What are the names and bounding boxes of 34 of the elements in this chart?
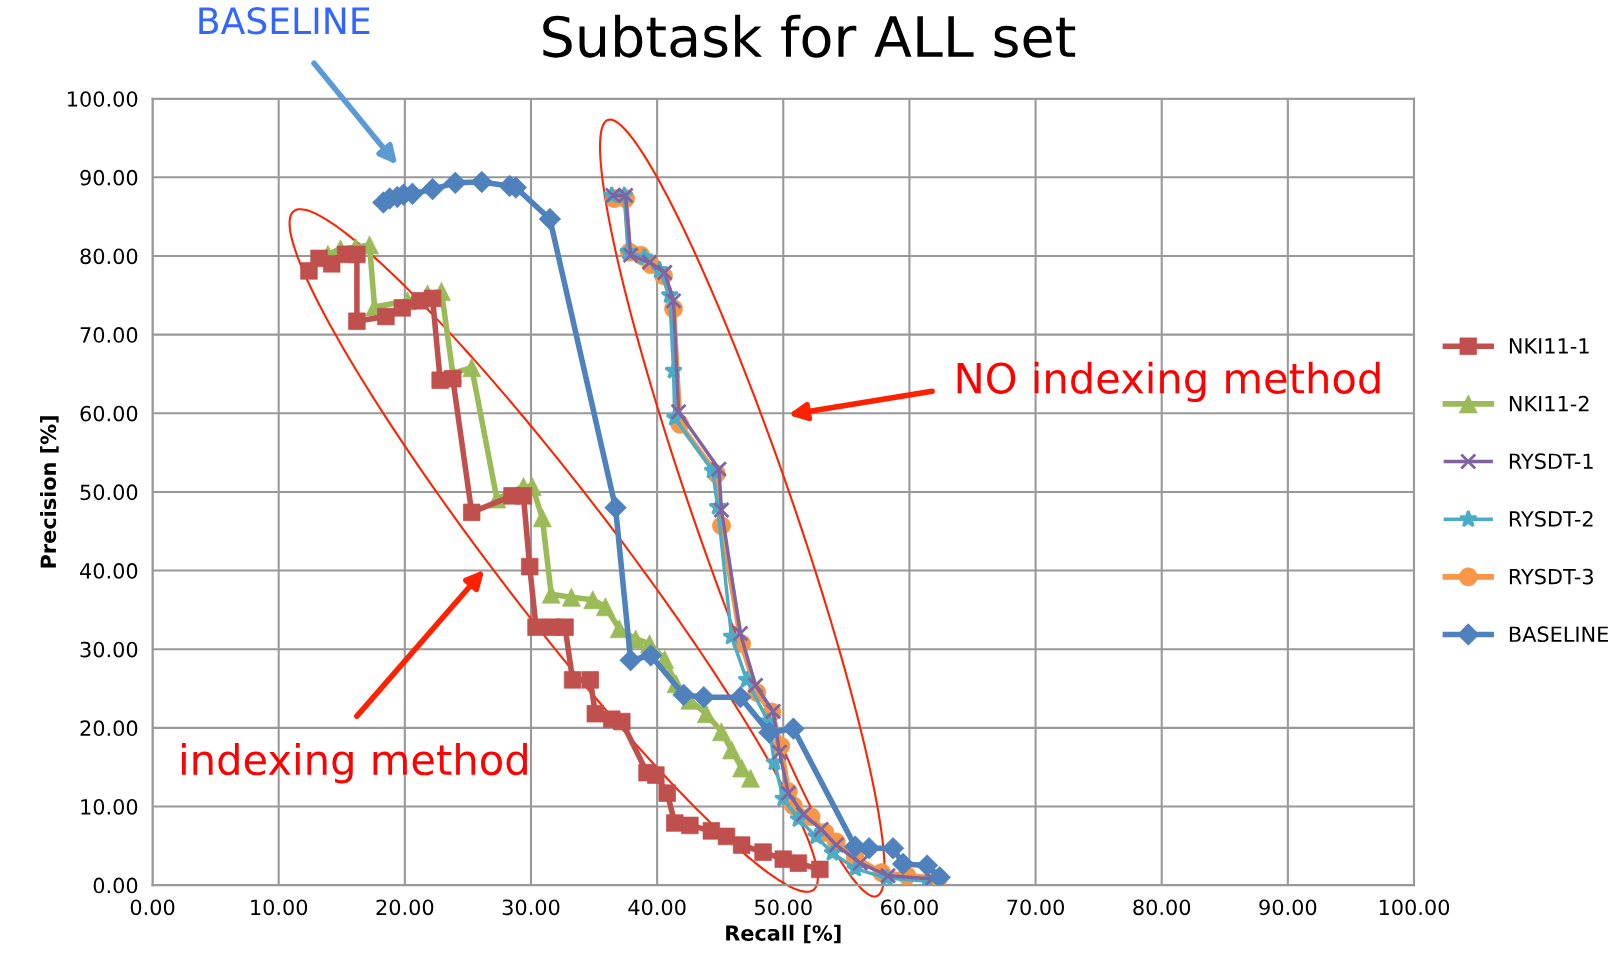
y-tick-label: 50.00 [80,484,138,501]
legend-label: BASELINE [1509,626,1608,643]
legend-label: RYSDT-1 [1509,453,1593,470]
x-tick-label: 60.00 [881,899,938,916]
text: BASELINE [199,7,370,35]
x-tick-label: 70.00 [1007,899,1064,916]
annotation: NO indexing method [957,361,1380,402]
y-tick-label: 100.00 [68,91,138,107]
y-tick-label: 10.00 [81,798,138,815]
x-tick-label: 50.00 [755,899,812,916]
y-tick-label: 30.00 [80,641,138,658]
y-tick-label: 0.00 [93,877,138,894]
annotation: indexing method [182,743,527,784]
chart-title: Subtask for ALL set [543,14,1076,58]
x-tick-label: 90.00 [1259,899,1317,916]
y-tick-label: 80.00 [80,248,138,265]
x-tick-label: 100.00 [1379,899,1450,916]
legend-label: NKI11-2 [1509,395,1589,412]
y-tick-label: 40.00 [80,563,138,579]
x-tick-label: 20.00 [376,899,434,916]
x-tick-label: 30.00 [502,899,560,916]
x-tick-label: 40.00 [628,899,686,916]
y-tick-label: 60.00 [80,405,138,422]
y-tick-label: 70.00 [80,327,138,343]
y-tick-label: 90.00 [80,169,138,186]
legend-label: RYSDT-3 [1509,568,1593,585]
y-tick-label: 20.00 [80,720,138,737]
y-axis-title: Precision [%] [40,416,59,568]
x-tick-label: 10.00 [251,899,308,916]
x-tick-label: 0.00 [130,899,175,916]
x-tick-label: 80.00 [1133,899,1191,916]
legend-label: NKI11-1 [1509,338,1589,354]
x-axis-title: Recall [%] [726,924,841,944]
legend-label: RYSDT-2 [1509,511,1593,527]
